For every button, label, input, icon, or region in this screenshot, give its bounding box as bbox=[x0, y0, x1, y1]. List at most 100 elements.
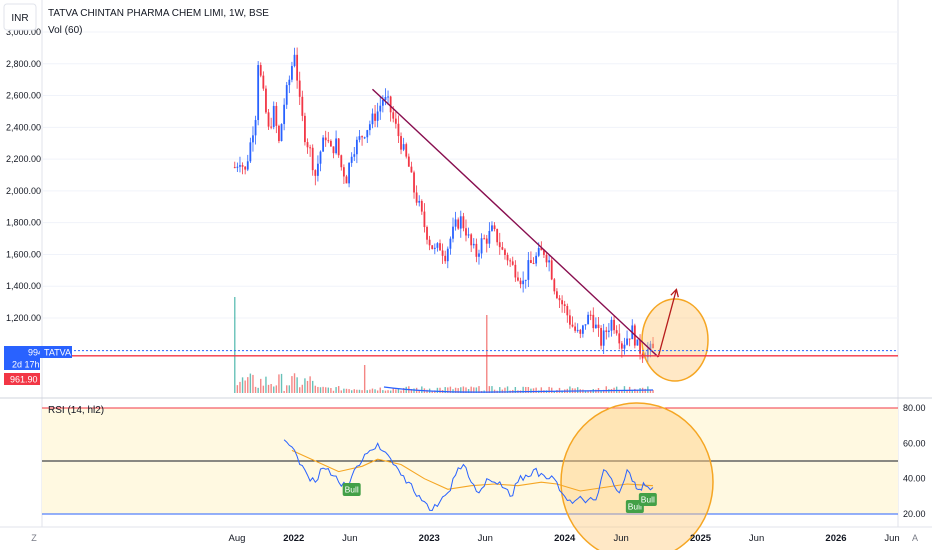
candle-body bbox=[244, 166, 247, 170]
candlestick-series[interactable] bbox=[233, 47, 654, 364]
candle-body bbox=[527, 260, 530, 280]
volume-bar bbox=[527, 386, 530, 393]
support-price-badge bbox=[4, 373, 40, 385]
candle-body bbox=[392, 112, 395, 119]
trendline[interactable] bbox=[371, 88, 659, 358]
candle-body bbox=[400, 136, 402, 150]
time-axis[interactable]: Aug 2022 Jun 2023 Jun 2024 Jun 2025 Jun 2026 Jun bbox=[229, 533, 900, 544]
volume-bar bbox=[236, 385, 239, 393]
countdown-badge bbox=[4, 358, 40, 370]
ticker-badge-text: TATVA bbox=[44, 348, 71, 358]
volume-bar bbox=[384, 390, 387, 393]
candle-body bbox=[589, 314, 592, 316]
candle-body bbox=[252, 135, 254, 143]
bull-signal-badge bbox=[342, 483, 361, 496]
time-axis-label: 2024 bbox=[554, 533, 576, 544]
candle-body bbox=[519, 280, 522, 285]
candle-body bbox=[556, 291, 558, 299]
volume-bar bbox=[330, 388, 332, 393]
volume-bar bbox=[532, 388, 535, 393]
candle-body bbox=[493, 225, 496, 230]
candle-body bbox=[262, 75, 265, 89]
volume-label[interactable]: Vol (60) bbox=[48, 25, 82, 36]
candle-body bbox=[563, 304, 566, 307]
projection-arrow[interactable] bbox=[657, 289, 678, 358]
time-axis-label: 2026 bbox=[825, 533, 846, 544]
volume-bar bbox=[540, 387, 543, 393]
volume-bar bbox=[387, 390, 389, 393]
candle-body bbox=[301, 96, 304, 116]
volume-bar bbox=[262, 385, 265, 393]
volume-bar bbox=[418, 390, 420, 393]
rsi-tick-label: 80.00 bbox=[903, 403, 926, 413]
auto-scale-button[interactable]: A bbox=[912, 533, 918, 543]
price-tick-label: 1,800.00 bbox=[6, 218, 41, 228]
currency-button[interactable] bbox=[3, 3, 37, 31]
candle-body bbox=[472, 243, 475, 246]
price-gridlines bbox=[42, 31, 898, 319]
rsi-label[interactable]: RSI (14, hl2) bbox=[48, 405, 104, 416]
volume-bar bbox=[343, 388, 345, 393]
volume-bar bbox=[332, 390, 335, 393]
volume-bar bbox=[504, 387, 506, 393]
candle-body bbox=[239, 165, 241, 167]
price-tick-label: 1,200.00 bbox=[6, 313, 41, 323]
volume-bar bbox=[454, 387, 457, 393]
candle-body bbox=[324, 137, 327, 141]
candle-body bbox=[452, 226, 454, 239]
candle-body bbox=[646, 348, 649, 358]
candle-body bbox=[501, 247, 504, 250]
volume-bar bbox=[363, 365, 366, 393]
candle-body bbox=[441, 250, 444, 256]
volume-bar bbox=[634, 388, 636, 393]
candle-body bbox=[574, 326, 576, 331]
candle-body bbox=[415, 192, 418, 203]
candle-body bbox=[605, 330, 608, 332]
volume-bar bbox=[379, 387, 381, 393]
volume-bar bbox=[395, 389, 397, 393]
volume-bar bbox=[288, 385, 291, 393]
candle-body bbox=[620, 343, 623, 349]
candle-body bbox=[498, 242, 501, 248]
price-tick-label: 2,000.00 bbox=[6, 186, 41, 196]
highlight-ellipse-rsi[interactable] bbox=[560, 402, 714, 550]
highlight-ellipse-price[interactable] bbox=[641, 298, 709, 382]
candle-body bbox=[358, 136, 361, 140]
candle-body bbox=[249, 142, 252, 162]
candle-body bbox=[470, 234, 473, 246]
volume-bar bbox=[392, 388, 394, 393]
candle-body bbox=[454, 219, 457, 227]
price-tick-label: 3,000.00 bbox=[6, 27, 41, 37]
candle-body bbox=[350, 156, 353, 163]
volume-bar bbox=[522, 386, 524, 393]
candle-body bbox=[368, 124, 371, 131]
volume-bar bbox=[584, 390, 587, 393]
volume-bar bbox=[366, 390, 368, 393]
volume-bar bbox=[400, 390, 402, 393]
candle-body bbox=[462, 216, 465, 229]
time-axis-label: 2022 bbox=[283, 533, 304, 544]
candle-body bbox=[340, 155, 343, 168]
candle-body bbox=[517, 277, 519, 281]
last-price-badge-left bbox=[4, 346, 26, 358]
volume-bar bbox=[286, 385, 288, 393]
projection-arrow-head bbox=[670, 288, 679, 298]
symbol-title[interactable]: TATVA CHINTAN PHARMA CHEM LIMI, 1W, BSE bbox=[48, 8, 269, 19]
candle-body bbox=[345, 176, 348, 184]
bull-signal-label: Bull bbox=[345, 485, 359, 495]
volume-bar bbox=[234, 297, 236, 393]
rsi-ma-line bbox=[291, 449, 654, 492]
volume-bar bbox=[278, 374, 280, 393]
volume-bar bbox=[499, 387, 501, 393]
candle-body bbox=[594, 324, 597, 329]
candle-body bbox=[615, 330, 618, 334]
candle-body bbox=[537, 248, 540, 256]
volume-bar bbox=[247, 377, 249, 393]
candle-body bbox=[426, 227, 428, 240]
volume-bar bbox=[460, 387, 462, 393]
candle-body bbox=[480, 238, 483, 254]
zoom-reset-button[interactable]: Z bbox=[31, 533, 37, 543]
candle-body bbox=[314, 170, 317, 176]
rsi-tick-label: 40.00 bbox=[903, 474, 926, 484]
